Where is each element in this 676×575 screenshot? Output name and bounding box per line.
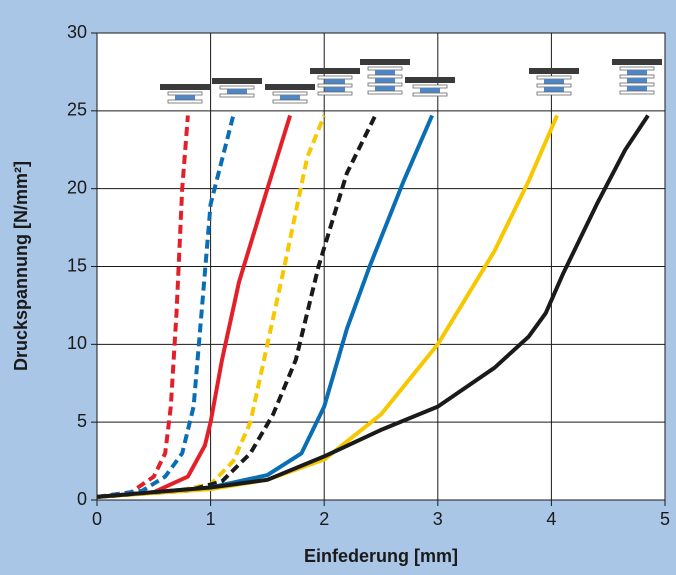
icon-plate [412,92,448,97]
x-tick-label: 5 [660,509,670,529]
icon-layer [544,87,564,92]
y-tick-label: 25 [67,100,87,120]
icon-layer [420,88,440,93]
icon-layer [412,84,448,89]
icon-plate [612,59,662,65]
icon-plate [360,59,410,65]
data-line [96,114,293,499]
icon-plate [317,91,353,96]
icon-layer [367,66,403,71]
icon-layer [367,82,403,87]
icon-layer [627,70,647,75]
icon-layer [619,74,655,79]
icon-plate [219,93,255,98]
x-tick-label: 0 [92,509,102,529]
icon-layer [619,66,655,71]
y-tick-label: 15 [67,255,87,275]
icon-plate [619,90,655,95]
icon-layer [375,86,395,91]
x-axis-title: Einfederung [mm] [304,546,458,566]
icon-layer [536,83,572,88]
icons [160,59,662,104]
icon-layer [627,78,647,83]
icon-layer [619,82,655,87]
icon-plate [160,84,210,90]
icon-layer [317,83,353,88]
x-tick-label: 1 [206,509,216,529]
y-tick-label: 20 [67,177,87,197]
icon-plate [367,90,403,95]
icon-layer [544,79,564,84]
y-tick-label: 10 [67,333,87,353]
icon-plate [405,77,455,83]
x-tick-label: 3 [433,509,443,529]
icon-plate [310,68,360,74]
data-line [96,114,650,499]
icon-layer [375,70,395,75]
icon-plate [529,68,579,74]
icon-layer [272,91,308,96]
icon-plate [212,78,262,84]
icon-layer [375,78,395,83]
icon-plate [536,91,572,96]
icon-layer [167,91,203,96]
y-tick-label: 5 [77,411,87,431]
icon-plate [272,99,308,104]
icon-plate [167,99,203,104]
icon-layer [536,75,572,80]
icon-layer [175,95,195,100]
y-tick-label: 0 [77,489,87,509]
x-tick-label: 2 [319,509,329,529]
icon-layer [627,86,647,91]
y-axis-title: Druckspannung [N/mm²] [11,161,31,371]
y-tick-label: 30 [67,22,87,42]
x-tick-label: 4 [546,509,556,529]
icon-plate [265,84,315,90]
icon-layer [280,95,300,100]
icon-layer [325,87,345,92]
icon-layer [367,74,403,79]
icon-layer [227,89,247,94]
lines [96,114,650,499]
icon-layer [219,85,255,90]
data-line [96,115,236,499]
icon-layer [317,75,353,80]
icon-layer [325,79,345,84]
